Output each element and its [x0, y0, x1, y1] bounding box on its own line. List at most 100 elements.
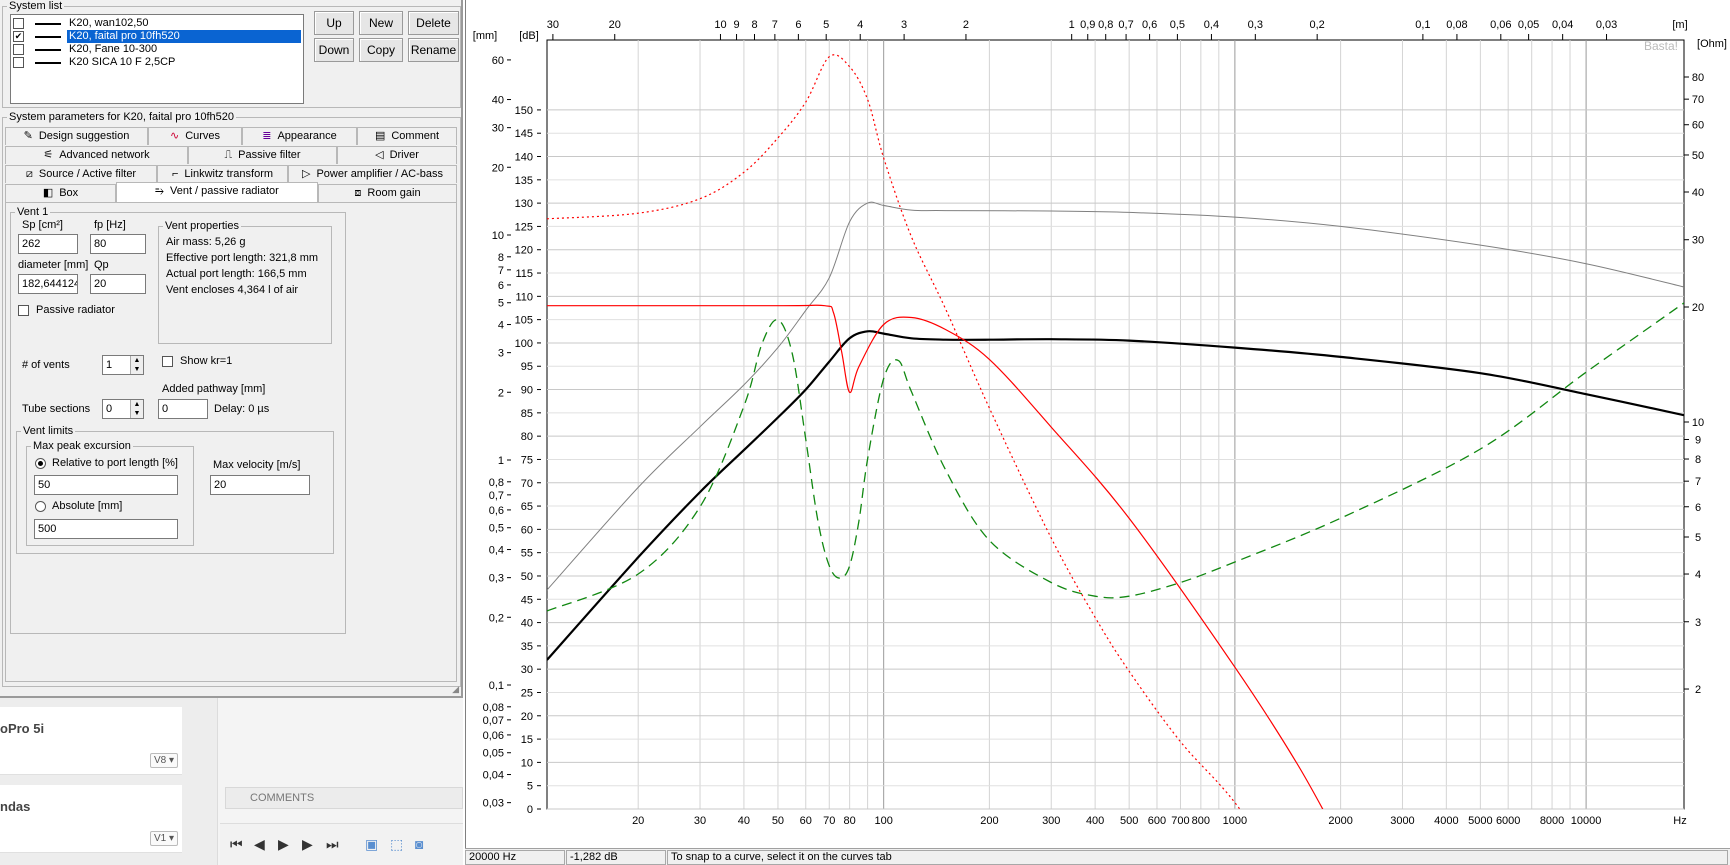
sp-input[interactable]: 262	[18, 234, 78, 254]
db-tick-label: 110	[515, 291, 533, 303]
delete-button[interactable]: Delete	[408, 11, 459, 35]
step-back-icon[interactable]: ◀	[254, 836, 265, 852]
tab-room-gain[interactable]: ⧈ Room gain	[318, 184, 457, 202]
spin-arrows-icon[interactable]: ▲ ▼	[130, 400, 143, 418]
added-pathway-label: Added pathway [mm]	[162, 383, 266, 395]
top-tick-label: 8	[751, 19, 757, 31]
diameter-input[interactable]: 182,644124	[18, 274, 78, 294]
x-tick-label: 500	[1120, 815, 1138, 827]
system-list-item[interactable]: ✔ K20, faital pro 10fh520	[11, 30, 303, 43]
plot-frame	[546, 39, 1685, 810]
show-kr-checkbox[interactable]	[162, 356, 173, 367]
x-tick-label: 80	[844, 815, 856, 827]
system-list-item[interactable]: K20 SICA 10 F 2,5CP	[11, 56, 303, 69]
tab-power-amplifier[interactable]: ▷ Power amplifier / AC-bass	[288, 165, 457, 183]
down-button[interactable]: Down	[314, 38, 354, 62]
spin-arrows-icon[interactable]: ▲ ▼	[130, 356, 143, 374]
fp-input[interactable]: 80	[90, 234, 146, 254]
top-tick-label: 20	[609, 19, 621, 31]
system-list-item[interactable]: K20, wan102,50	[11, 17, 303, 30]
tab-appearance[interactable]: ≣ Appearance	[242, 127, 357, 145]
tab-curves[interactable]: ∿ Curves	[148, 127, 242, 145]
ohm-tick-label: 9	[1695, 434, 1701, 446]
step-forward-icon[interactable]: ▶	[302, 836, 313, 852]
relative-radio[interactable]	[35, 458, 46, 469]
relative-input[interactable]: 50	[34, 475, 178, 495]
passive-radiator-checkbox[interactable]	[18, 305, 29, 316]
top-tick-label: 10	[714, 19, 726, 31]
tab-design-suggestion[interactable]: ✎ Design suggestion	[5, 127, 148, 145]
absolute-radio[interactable]	[35, 501, 46, 512]
x-tick-label: 1000	[1223, 815, 1247, 827]
new-button[interactable]: New	[359, 11, 403, 35]
top-tick-label: 0,03	[1596, 19, 1617, 31]
mm-tick-label: 0,8	[489, 477, 504, 489]
absolute-input[interactable]: 500	[34, 519, 178, 539]
vent-limits-label: Vent limits	[21, 425, 76, 437]
comments-tab[interactable]: COMMENTS	[225, 787, 463, 809]
absolute-label: Absolute [mm]	[52, 500, 123, 512]
system-checkbox[interactable]	[13, 57, 24, 68]
up-button[interactable]: Up	[314, 11, 354, 35]
tab-comment[interactable]: ▤ Comment	[357, 127, 457, 145]
tab-vent-passive-radiator[interactable]: ⥱ Vent / passive radiator	[116, 182, 318, 202]
crop-icon[interactable]: ⬚	[390, 836, 404, 852]
version-dropdown[interactable]: V8 ▾	[149, 753, 178, 768]
skip-back-icon[interactable]: ⏮	[230, 836, 243, 852]
version-dropdown[interactable]: V1 ▾	[149, 831, 178, 846]
tab-linkwitz-transform[interactable]: ⌐ Linkwitz transform	[157, 165, 288, 183]
tab-box[interactable]: ◧ Box	[5, 184, 116, 202]
tab-driver[interactable]: ◁ Driver	[337, 146, 457, 164]
ohm-tick-label: 4	[1695, 569, 1701, 581]
status-bar: 20000 Hz -1,282 dB To snap to a curve, s…	[465, 848, 1730, 865]
system-list-label: System list	[7, 0, 65, 12]
camera-icon[interactable]: ◙	[415, 836, 424, 852]
background-card[interactable]: ndas V1 ▾	[0, 785, 182, 853]
copy-button[interactable]: Copy	[359, 38, 403, 62]
max-spl-curve[interactable]	[547, 201, 1684, 591]
max-velocity-input[interactable]: 20	[210, 475, 310, 495]
db-unit-label: [dB]	[519, 30, 539, 42]
x-tick-label: 40	[738, 815, 750, 827]
db-tick-label: 70	[521, 478, 533, 490]
system-checkbox[interactable]: ✔	[13, 31, 24, 42]
added-pathway-input[interactable]: 0	[158, 399, 208, 419]
tab-advanced-network[interactable]: ⚟ Advanced network	[5, 146, 188, 164]
qp-input[interactable]: 20	[90, 274, 146, 294]
tab-passive-filter[interactable]: ⎍ Passive filter	[188, 146, 337, 164]
line-swatch	[35, 62, 61, 64]
system-checkbox[interactable]	[13, 44, 24, 55]
response-graph[interactable]: 20 30 40 50 60 70 80 100 200 300 400 500 600 700 800 10…	[466, 0, 1730, 848]
excursion-curve[interactable]	[547, 304, 1341, 842]
play-icon[interactable]: ▶	[278, 836, 289, 852]
impedance-curve[interactable]	[547, 302, 1684, 612]
x-tick-label: 10000	[1571, 815, 1602, 827]
db-tick-label: 90	[521, 385, 533, 397]
db-tick-label: 140	[515, 152, 533, 164]
mm-tick-label: 40	[492, 95, 504, 107]
vent-excursion-curve[interactable]	[547, 54, 1297, 848]
spl-curve[interactable]	[547, 330, 1684, 661]
mm-tick-label: 0,08	[483, 702, 504, 714]
rename-button[interactable]: Rename	[408, 38, 459, 62]
top-tick-label: 0,6	[1142, 19, 1157, 31]
ohm-tick-label: 6	[1695, 502, 1701, 514]
background-card[interactable]: oPro 5i V8 ▾	[0, 707, 182, 775]
graph-area[interactable]: 20 30 40 50 60 70 80 100 200 300 400 500 600 700 800 10…	[465, 0, 1730, 848]
skip-forward-icon[interactable]: ⏭	[326, 836, 339, 852]
image-icon[interactable]: ▣	[365, 836, 379, 852]
mm-tick-label: 3	[498, 348, 504, 360]
resize-grip-icon[interactable]: ◢	[452, 684, 459, 694]
top-tick-label: 4	[857, 19, 863, 31]
system-listbox[interactable]: K20, wan102,50 ✔ K20, faital pro 10fh520…	[10, 14, 304, 104]
mm-tick-label: 0,3	[489, 573, 504, 585]
num-vents-spinner[interactable]: 1 ▲ ▼	[102, 355, 144, 375]
system-checkbox[interactable]	[13, 18, 24, 29]
top-tick-label: 0,08	[1446, 19, 1467, 31]
db-tick-label: 150	[515, 105, 533, 117]
tab-label: Design suggestion	[38, 130, 130, 142]
system-list-item[interactable]: K20, Fane 10-300	[11, 43, 303, 56]
tab-source-active-filter[interactable]: ⧄ Source / Active filter	[5, 165, 157, 183]
watermark-text: Basta!	[1644, 39, 1678, 53]
tube-sections-spinner[interactable]: 0 ▲ ▼	[102, 399, 144, 419]
